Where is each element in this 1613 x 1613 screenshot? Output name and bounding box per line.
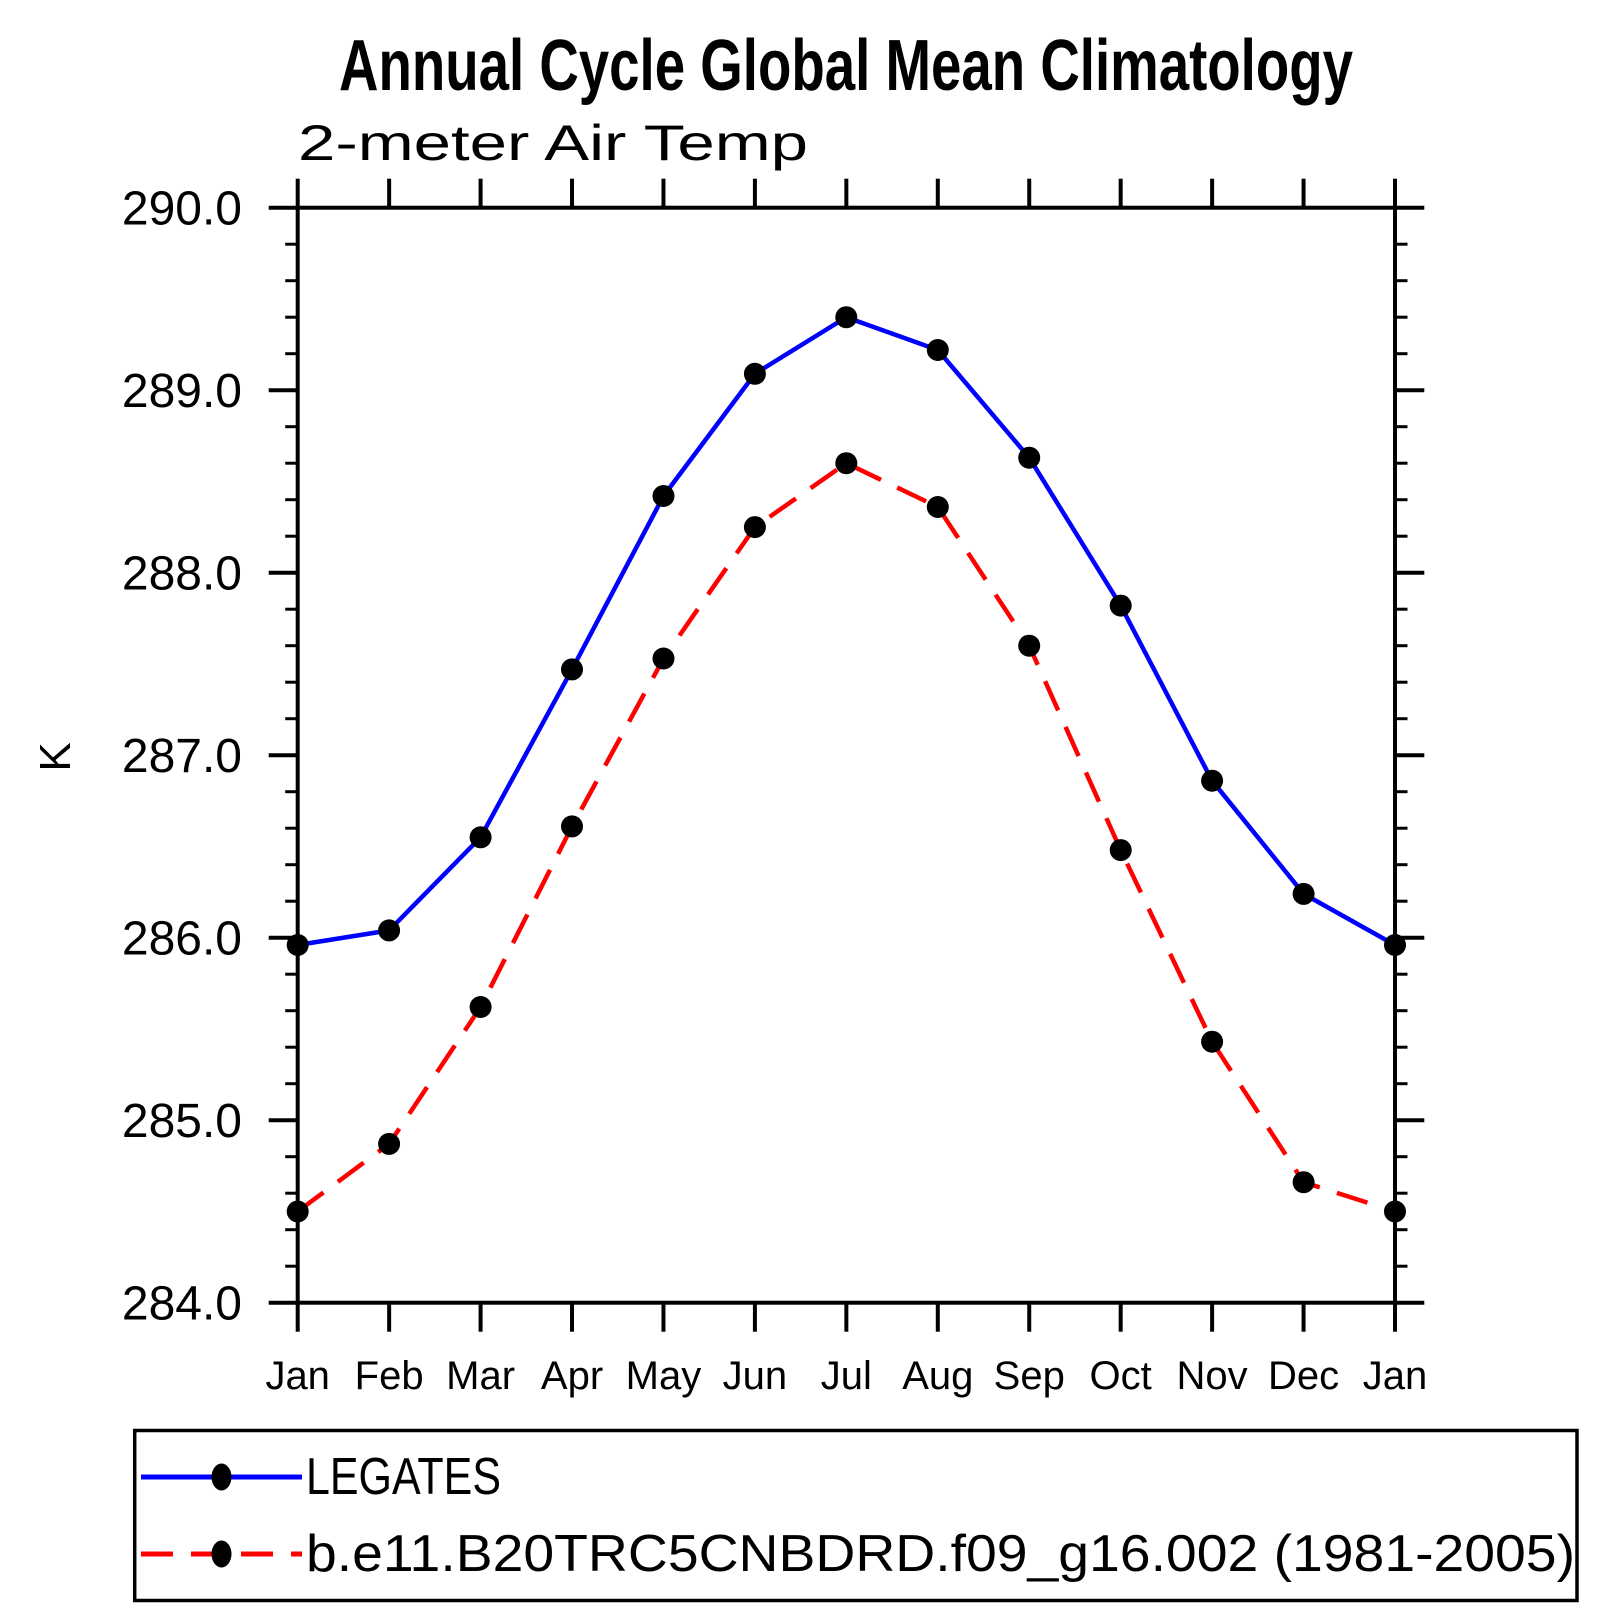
y-tick-label: 286.0	[122, 913, 242, 966]
data-point	[1292, 1171, 1315, 1194]
data-point	[743, 362, 766, 385]
month-label: Jul	[821, 1354, 872, 1398]
data-point	[1018, 634, 1041, 657]
data-point	[1384, 1200, 1406, 1223]
month-label: May	[626, 1354, 702, 1398]
series-line-1	[297, 314, 1397, 948]
month-label: Dec	[1268, 1354, 1339, 1398]
data-point	[561, 815, 583, 838]
data-point	[1109, 594, 1132, 617]
plot-frame	[295, 205, 1398, 1305]
month-label: Jan	[265, 1354, 330, 1398]
data-point	[561, 658, 583, 681]
y-tick-label: 289.0	[122, 365, 242, 418]
y-tick-label: 290.0	[122, 183, 242, 236]
month-label: Feb	[355, 1354, 424, 1398]
month-label: Oct	[1090, 1354, 1152, 1398]
data-point	[835, 306, 858, 329]
y-axis-label: K	[31, 742, 80, 771]
chart-subtitle: 2-meter Air Temp	[298, 115, 808, 171]
chart-title: Annual Cycle Global Mean Climatology	[339, 26, 1353, 106]
plot-area: 290.0 289.0 288.0 287.0 286.0 285.0 284.0 Jan Fe…	[122, 178, 1428, 1398]
data-point	[743, 516, 766, 539]
legend-marker	[211, 1540, 232, 1568]
data-point	[1201, 1030, 1224, 1053]
month-label: Sep	[994, 1354, 1065, 1398]
y-tick-label: 287.0	[122, 730, 242, 783]
month-label: Jan	[1363, 1354, 1428, 1398]
data-point	[926, 339, 949, 361]
data-point	[1292, 882, 1315, 905]
legend-marker	[211, 1463, 232, 1491]
y-tick-label: 284.0	[122, 1278, 242, 1331]
legend-box	[132, 1428, 1579, 1603]
y-tick-label: 288.0	[122, 548, 242, 601]
data-point	[286, 934, 309, 956]
legend-label-legates: LEGATES	[306, 1448, 501, 1506]
legend-swatches	[141, 1463, 302, 1568]
data-point	[835, 452, 858, 475]
month-label: Jun	[723, 1354, 788, 1398]
data-point	[1201, 769, 1224, 792]
legend-label-model: b.e11.B20TRC5CNBDRD.f09_g16.002 (1981-20…	[306, 1525, 1575, 1583]
data-point	[1018, 446, 1041, 469]
data-point	[378, 1132, 401, 1155]
data-point	[286, 1200, 309, 1223]
data-point	[926, 496, 949, 518]
month-label: Apr	[541, 1354, 603, 1398]
month-label: Mar	[446, 1354, 515, 1398]
legend: LEGATES b.e11.B20TRC5CNBDRD.f09_g16.002 …	[132, 1428, 1579, 1603]
data-point	[1384, 934, 1406, 956]
series-line-2	[296, 460, 1396, 1214]
data-point	[652, 647, 675, 670]
data-point	[652, 485, 675, 507]
data-point	[1109, 839, 1132, 862]
month-label: Nov	[1177, 1354, 1248, 1398]
y-tick-label: 285.0	[122, 1095, 242, 1148]
data-point	[378, 919, 401, 942]
month-label: Aug	[902, 1354, 973, 1398]
data-point	[469, 826, 492, 849]
data-point	[469, 996, 492, 1018]
